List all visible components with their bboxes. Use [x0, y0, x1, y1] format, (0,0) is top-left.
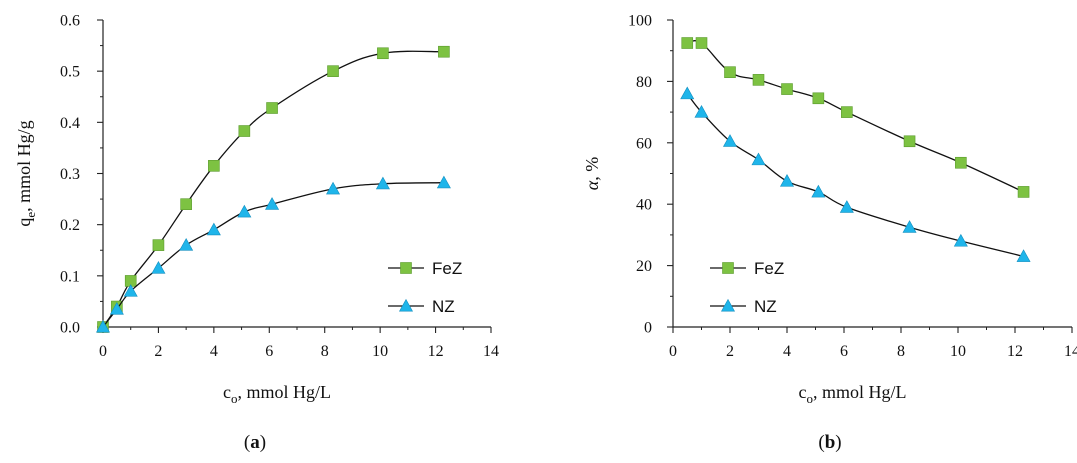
marker-triangle	[902, 220, 917, 233]
y-tick-label: 0.4	[60, 115, 80, 132]
x-tick-label: 2	[154, 343, 162, 360]
legend-marker-triangle	[398, 298, 414, 312]
marker-triangle	[109, 301, 124, 315]
series-line-nz	[686, 93, 1024, 258]
x-tick-label: 4	[783, 343, 791, 360]
panel-caption: (b)	[818, 432, 841, 453]
x-tick-label: 4	[210, 343, 218, 360]
marker-triangle	[375, 176, 390, 190]
marker-triangle	[123, 284, 138, 297]
marker-square	[377, 47, 389, 60]
marker-square	[724, 66, 736, 78]
marker-triangle	[680, 86, 695, 100]
marker-triangle	[1016, 249, 1031, 262]
x-tick-label: 6	[265, 343, 273, 360]
x-tick-label: 12	[428, 343, 444, 360]
y-tick-label: 0	[644, 320, 652, 337]
x-tick-label: 14	[483, 343, 499, 360]
panel-b: 0 20 40 60 80 100 0 2 4 6 8 10 12 14 co, mmol Hg/L α, %…	[582, 13, 1077, 454]
marker-square	[327, 65, 339, 77]
marker-triangle	[206, 222, 221, 236]
x-tick-label: 0	[669, 343, 677, 360]
marker-square	[955, 156, 967, 169]
y-tick-label: 0.6	[60, 13, 80, 30]
marker-square	[752, 74, 765, 86]
marker-square	[1017, 186, 1030, 198]
x-tick-label: 8	[321, 343, 329, 360]
marker-triangle	[326, 181, 341, 195]
marker-square	[695, 37, 708, 49]
marker-square	[841, 106, 853, 118]
marker-square	[152, 239, 165, 251]
panel-a: 0.0 0.1 0.2 0.3 0.4 0.5 0.6 0 2 4 6 8 10 12 14 co, mmol…	[14, 13, 499, 454]
marker-triangle	[953, 233, 968, 247]
marker-square	[438, 45, 450, 58]
marker-triangle	[839, 200, 854, 213]
legend-label: FeZ	[432, 259, 462, 278]
y-tick-label: 0.2	[60, 217, 80, 234]
y-tick-label: 80	[636, 74, 652, 91]
marker-triangle	[237, 204, 252, 218]
y-tick-label: 20	[636, 258, 652, 275]
y-tick-label: 0.0	[60, 320, 80, 337]
marker-triangle	[436, 175, 451, 189]
legend-label: NZ	[754, 297, 777, 316]
y-tick-label: 40	[636, 197, 652, 214]
marker-triangle	[151, 261, 166, 274]
marker-square	[781, 83, 793, 95]
marker-triangle	[751, 152, 766, 166]
series-line-fez	[102, 50, 444, 328]
marker-triangle	[95, 319, 111, 333]
x-tick-label: 10	[950, 343, 966, 360]
marker-square	[266, 102, 278, 114]
marker-triangle	[779, 174, 795, 187]
legend-marker-triangle	[720, 298, 736, 312]
x-tick-label: 10	[372, 343, 388, 360]
legend-marker-square	[722, 262, 734, 274]
marker-triangle	[722, 134, 738, 147]
y-tick-label: 100	[628, 13, 652, 30]
marker-triangle	[694, 104, 709, 118]
x-tick-label: 6	[840, 343, 848, 360]
marker-square	[681, 37, 694, 49]
legend-label: FeZ	[754, 259, 784, 278]
y-tick-label: 0.1	[60, 268, 80, 285]
marker-triangle	[811, 184, 826, 198]
x-axis-title: co, mmol Hg/L	[799, 382, 907, 406]
marker-square	[180, 198, 192, 210]
x-tick-label: 2	[726, 343, 734, 360]
marker-triangle	[265, 197, 280, 210]
y-tick-label: 0.3	[60, 166, 80, 183]
marker-square	[812, 92, 825, 105]
x-axis-title: co, mmol Hg/L	[223, 382, 331, 406]
x-tick-label: 14	[1064, 343, 1077, 360]
series-line-fez	[687, 40, 1024, 193]
x-tick-label: 0	[99, 343, 107, 360]
panel-caption: (a)	[244, 432, 266, 453]
marker-square	[238, 125, 251, 137]
y-axis-title: α, %	[582, 157, 602, 190]
y-tick-label: 0.5	[60, 64, 80, 81]
marker-triangle	[179, 238, 194, 251]
y-axis-title: qe, mmol Hg/g	[14, 120, 38, 226]
x-tick-label: 12	[1007, 343, 1023, 360]
marker-square	[903, 135, 916, 148]
legend-marker-square	[400, 262, 412, 274]
marker-square	[208, 160, 220, 172]
x-tick-label: 8	[897, 343, 905, 360]
legend-label: NZ	[432, 297, 455, 316]
y-tick-label: 60	[636, 135, 652, 152]
